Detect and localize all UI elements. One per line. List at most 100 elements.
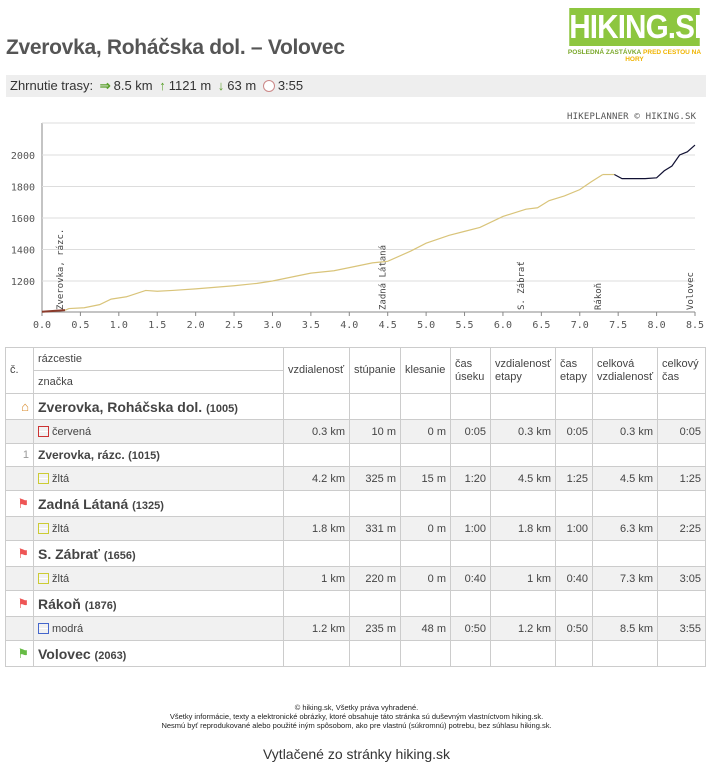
waypoint-number: ⌂ bbox=[5, 393, 34, 420]
cell-stage-time: 1:00 bbox=[555, 516, 593, 541]
cell-ascent: 220 m bbox=[349, 566, 401, 591]
cell-descent: 0 m bbox=[400, 419, 451, 444]
trail-mark-icon bbox=[38, 472, 49, 484]
summary-time: 3:55 bbox=[277, 78, 304, 93]
elevation-profile-chart: 1200 1400 1600 1800 2000 0.0 0.5 1.0 1.5 2.0 2.5 3.… bbox=[11, 122, 704, 331]
cell-ascent: 331 m bbox=[349, 516, 401, 541]
profile-line bbox=[64, 174, 604, 311]
logo-text: HIKING.SK bbox=[569, 8, 713, 46]
header-descent: klesanie bbox=[400, 347, 451, 394]
arrow-right-icon: ⇒ bbox=[99, 78, 111, 93]
cell-distance: 1.8 km bbox=[283, 516, 350, 541]
y-tick-label: 1800 bbox=[11, 183, 35, 194]
cell-stage-time: 0:05 bbox=[555, 419, 593, 444]
header-ascent: stúpanie bbox=[349, 347, 401, 394]
waypoint-altitude: (1015) bbox=[128, 450, 160, 462]
x-tick-label: 4.5 bbox=[379, 320, 397, 331]
cell-total-distance: 8.5 km bbox=[592, 616, 658, 641]
header-distance: vzdialenosť bbox=[283, 347, 350, 394]
cell-total-time: 0:05 bbox=[657, 419, 706, 444]
y-tick-label: 2000 bbox=[11, 151, 35, 162]
waypoint-number: 1 bbox=[5, 443, 34, 467]
chart-credit: HIKEPLANNER © HIKING.SK bbox=[567, 112, 697, 122]
trail-mark-icon bbox=[38, 622, 49, 634]
cell-descent: 48 m bbox=[400, 616, 451, 641]
waypoint-row: ⚑ Zadná Látaná (1325) bbox=[5, 490, 706, 517]
cell-total-time: 2:25 bbox=[657, 516, 706, 541]
cell-descent: 15 m bbox=[400, 466, 451, 491]
copyright: © hiking.sk, Všetky práva vyhradené. bbox=[294, 703, 419, 712]
waypoint-name: Zverovka, rázc. (1015) bbox=[33, 443, 284, 467]
profile-line bbox=[41, 309, 66, 313]
x-tick-label: 5.5 bbox=[455, 320, 473, 331]
waypoint-name: Zverovka, Roháčska dol. (1005) bbox=[33, 393, 284, 420]
segment-row: žltá 4.2 km 325 m 15 m 1:20 4.5 km 1:25 4.5 km 1… bbox=[5, 466, 706, 491]
cell-stage-distance: 4.5 km bbox=[490, 466, 556, 491]
cell-stage-distance: 1 km bbox=[490, 566, 556, 591]
cell-total-distance: 7.3 km bbox=[592, 566, 658, 591]
x-tick-label: 1.0 bbox=[110, 320, 128, 331]
x-tick-label: 7.0 bbox=[571, 320, 589, 331]
waypoint-altitude: (1005) bbox=[206, 402, 238, 415]
logo-tagline: POSLEDNÁ ZASTÁVKA PRED CESTOU NA HORY bbox=[567, 49, 702, 63]
cell-ascent: 325 m bbox=[349, 466, 401, 491]
cell-stage-distance: 1.8 km bbox=[490, 516, 556, 541]
x-tick-label: 5.0 bbox=[417, 320, 435, 331]
route-summary: Zhrnutie trasy: ⇒ 8.5 km ↑ 1121 m ↓ 63 m 3:… bbox=[6, 75, 706, 97]
cell-total-distance: 4.5 km bbox=[592, 466, 658, 491]
trail-mark: červená bbox=[33, 419, 284, 444]
waypoint-label: Volovec bbox=[686, 272, 696, 310]
header-total-distance: celková vzdialenosť bbox=[592, 347, 658, 394]
cell-total-time: 3:05 bbox=[657, 566, 706, 591]
footer-notice-1: Všetky informácie, texty a elektronické … bbox=[169, 712, 544, 721]
header-stage-distance: vzdialenosť etapy bbox=[490, 347, 556, 394]
summary-descent: 63 m bbox=[227, 78, 257, 93]
cell-segment-time: 0:05 bbox=[450, 419, 491, 444]
cell-ascent: 235 m bbox=[349, 616, 401, 641]
cell-descent: 0 m bbox=[400, 516, 451, 541]
x-tick-label: 0.5 bbox=[71, 320, 89, 331]
waypoint-label: Rákoň bbox=[594, 283, 604, 310]
x-tick-label: 3.5 bbox=[302, 320, 320, 331]
cell-segment-time: 0:50 bbox=[450, 616, 491, 641]
trail-mark-icon bbox=[38, 572, 49, 584]
cell-total-distance: 6.3 km bbox=[592, 516, 658, 541]
x-tick-label: 8.0 bbox=[648, 320, 666, 331]
waypoint-row: ⚑ Volovec (2063) bbox=[5, 640, 706, 667]
summary-label: Zhrnutie trasy: bbox=[10, 78, 94, 93]
x-tick-label: 4.0 bbox=[340, 320, 358, 331]
waypoint-row: 1 Zverovka, rázc. (1015) bbox=[5, 443, 706, 467]
cell-stage-time: 0:50 bbox=[555, 616, 593, 641]
waypoint-label: Zverovka, rázc. bbox=[56, 229, 66, 310]
header-stage-time: čas etapy bbox=[555, 347, 593, 394]
header-segment-time: čas úseku bbox=[450, 347, 491, 394]
profile-line bbox=[614, 144, 696, 180]
waypoint-name: S. Zábrať (1656) bbox=[33, 540, 284, 567]
arrow-up-icon: ↑ bbox=[159, 78, 166, 93]
waypoint-row: ⚑ Rákoň (1876) bbox=[5, 590, 706, 617]
trail-mark-icon bbox=[38, 425, 49, 437]
y-tick-label: 1600 bbox=[11, 214, 35, 225]
waypoint-name: Volovec (2063) bbox=[33, 640, 284, 667]
cell-stage-time: 1:25 bbox=[555, 466, 593, 491]
arrow-down-icon: ↓ bbox=[217, 78, 225, 93]
trail-mark: žltá bbox=[33, 566, 284, 591]
waypoint-row: ⚑ S. Zábrať (1656) bbox=[5, 540, 706, 567]
x-tick-label: 0.0 bbox=[33, 320, 51, 331]
header-total-time: celkový čas bbox=[657, 347, 706, 394]
waypoint-altitude: (1325) bbox=[132, 499, 164, 512]
header-mark: značka bbox=[33, 370, 284, 394]
x-tick-label: 1.5 bbox=[148, 320, 166, 331]
red-flag-icon: ⚑ bbox=[17, 545, 29, 561]
cell-ascent: 10 m bbox=[349, 419, 401, 444]
header-junction: rázcestie bbox=[33, 347, 284, 371]
cell-stage-distance: 1.2 km bbox=[490, 616, 556, 641]
printed-from: Vytlačené zo stránky hiking.sk bbox=[262, 746, 450, 762]
cell-total-distance: 0.3 km bbox=[592, 419, 658, 444]
trail-mark: žltá bbox=[33, 466, 284, 491]
cell-distance: 1 km bbox=[283, 566, 350, 591]
x-tick-label: 6.5 bbox=[532, 320, 550, 331]
hiking-sk-logo[interactable]: HIKING.SK POSLEDNÁ ZASTÁVKA PRED CESTOU … bbox=[562, 8, 713, 63]
x-tick-label: 7.5 bbox=[609, 320, 627, 331]
cell-segment-time: 1:00 bbox=[450, 516, 491, 541]
